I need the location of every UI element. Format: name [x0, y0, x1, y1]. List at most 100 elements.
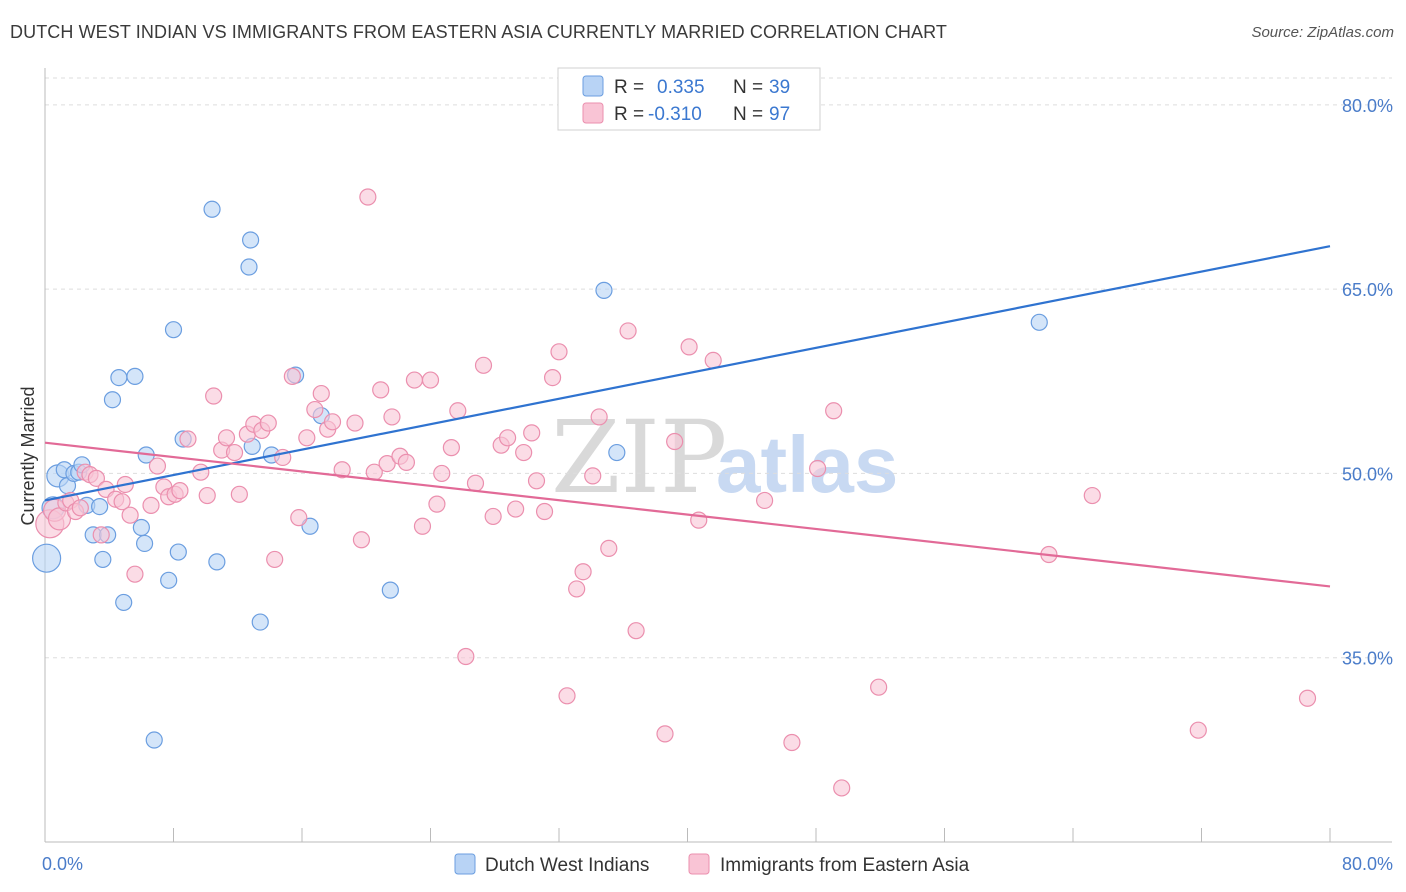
x-tick-label-start: 0.0%: [42, 854, 83, 874]
eastern-asia-point-51: [383, 408, 401, 426]
axes: [44, 68, 1392, 843]
eastern-asia-point-78: [590, 408, 608, 426]
eastern-asia-point-74: [558, 687, 576, 705]
eastern-asia-point-89: [809, 459, 827, 478]
legend-r-label-1: R =: [614, 77, 644, 98]
eastern-asia-point-50: [378, 455, 396, 473]
source-credit: Source: ZipAtlas.com: [1251, 24, 1394, 41]
eastern-asia-point-34: [259, 414, 277, 432]
chart-title: DUTCH WEST INDIAN VS IMMIGRANTS FROM EAS…: [10, 22, 947, 42]
series-legend-label-blue: Dutch West Indians: [485, 855, 649, 876]
dutch-west-indian-point-37: [608, 443, 626, 462]
eastern-asia-point-70: [527, 472, 546, 490]
eastern-asia-point-38: [290, 509, 308, 527]
eastern-asia-point-72: [543, 369, 562, 387]
y-tick-label-50: 50.0%: [1342, 464, 1393, 484]
eastern-asia-point-92: [870, 678, 888, 696]
eastern-asia-point-17: [142, 496, 160, 514]
eastern-asia-point-35: [266, 550, 284, 569]
dutch-west-indian-point-35: [381, 581, 399, 599]
dutch-west-indian-point-38: [1030, 313, 1048, 331]
eastern-asia-point-69: [523, 424, 541, 442]
dutch-west-indian-point-20: [145, 731, 163, 749]
legend-r-label-2: R =: [614, 104, 644, 125]
dutch-west-indian-point-36: [595, 281, 613, 299]
eastern-asia-point-58: [433, 464, 451, 483]
eastern-asia-point-94: [1083, 486, 1101, 505]
series-legend-swatch-pink: [688, 853, 710, 875]
x-tick-label-end: 80.0%: [1342, 854, 1393, 874]
y-tick-label-35: 35.0%: [1342, 649, 1393, 669]
eastern-asia-point-44: [333, 461, 351, 479]
legend-swatch-blue: [582, 75, 604, 97]
eastern-asia-point-84: [680, 338, 698, 356]
eastern-asia-point-83: [666, 432, 684, 451]
dutch-west-indian-point-14: [110, 369, 128, 387]
eastern-asia-point-80: [619, 322, 637, 340]
eastern-asia-point-39: [298, 429, 316, 447]
eastern-asia-point-59: [442, 439, 460, 457]
eastern-asia-point-43: [323, 413, 342, 431]
eastern-asia-point-96: [1298, 689, 1317, 707]
watermark: ZIP atlas: [551, 399, 898, 516]
eastern-asia-point-77: [584, 467, 602, 485]
eastern-asia-point-26: [205, 387, 223, 405]
dutch-west-indian-point-11: [94, 550, 112, 569]
eastern-asia-point-28: [217, 429, 236, 447]
series-legend: Dutch West Indians Immigrants from Easte…: [454, 853, 970, 876]
eastern-asia-point-22: [171, 482, 189, 500]
watermark-zip: ZIP: [551, 399, 727, 516]
trend-line-eastern-asia: [44, 441, 1331, 588]
eastern-asia-point-62: [466, 474, 485, 492]
eastern-asia-point-29: [225, 443, 244, 462]
legend-n-label-1: N =: [733, 77, 763, 98]
eastern-asia-point-54: [405, 371, 424, 389]
eastern-asia-point-45: [346, 414, 364, 432]
eastern-asia-point-75: [568, 580, 586, 598]
legend-n-label-2: N =: [733, 104, 763, 125]
dutch-west-indian-point-25: [203, 200, 221, 218]
legend-n-value-2: 97: [769, 104, 790, 125]
eastern-asia-point-79: [600, 539, 618, 557]
dutch-west-indian-point-0: [32, 543, 62, 573]
eastern-asia-point-10: [92, 526, 110, 544]
eastern-asia-point-66: [499, 429, 517, 447]
dutch-west-indian-point-15: [115, 593, 133, 612]
series-legend-swatch-blue: [454, 853, 476, 875]
eastern-asia-point-13: [113, 493, 131, 511]
eastern-asia-point-91: [833, 779, 851, 797]
eastern-asia-point-95: [1189, 721, 1207, 739]
tick-labels: 35.0% 50.0% 65.0% 80.0% 0.0% 80.0%: [42, 96, 1393, 874]
eastern-asia-point-41: [312, 384, 330, 403]
eastern-asia-point-57: [428, 495, 446, 513]
series-dutch-west-indians: [32, 200, 1048, 749]
dutch-west-indian-point-27: [240, 258, 258, 276]
legend-n-value-1: 39: [769, 77, 790, 98]
eastern-asia-point-9: [87, 469, 106, 487]
legend-r-value-2: -0.310: [648, 104, 702, 125]
eastern-asia-point-18: [148, 457, 167, 475]
eastern-asia-point-15: [121, 506, 139, 524]
y-tick-label-65: 65.0%: [1342, 280, 1393, 300]
eastern-asia-point-76: [574, 563, 592, 581]
eastern-asia-point-47: [359, 188, 377, 206]
dutch-west-indian-point-26: [208, 553, 226, 571]
eastern-asia-point-6: [71, 499, 89, 517]
trend-lines: [44, 245, 1331, 588]
dutch-west-indian-point-28: [242, 231, 260, 249]
eastern-asia-point-56: [421, 371, 440, 389]
eastern-asia-point-90: [825, 402, 843, 420]
y-tick-label-80: 80.0%: [1342, 96, 1393, 116]
eastern-asia-point-82: [656, 725, 674, 743]
eastern-asia-point-64: [484, 507, 502, 526]
eastern-asia-point-68: [515, 443, 533, 462]
eastern-asia-point-49: [372, 381, 390, 399]
eastern-asia-point-37: [283, 367, 301, 385]
eastern-asia-point-60: [449, 402, 467, 420]
dutch-west-indian-point-22: [164, 321, 183, 339]
eastern-asia-point-53: [397, 453, 416, 471]
dutch-west-indian-point-16: [126, 367, 144, 385]
dutch-west-indian-point-30: [251, 613, 269, 631]
eastern-asia-point-23: [179, 430, 197, 448]
